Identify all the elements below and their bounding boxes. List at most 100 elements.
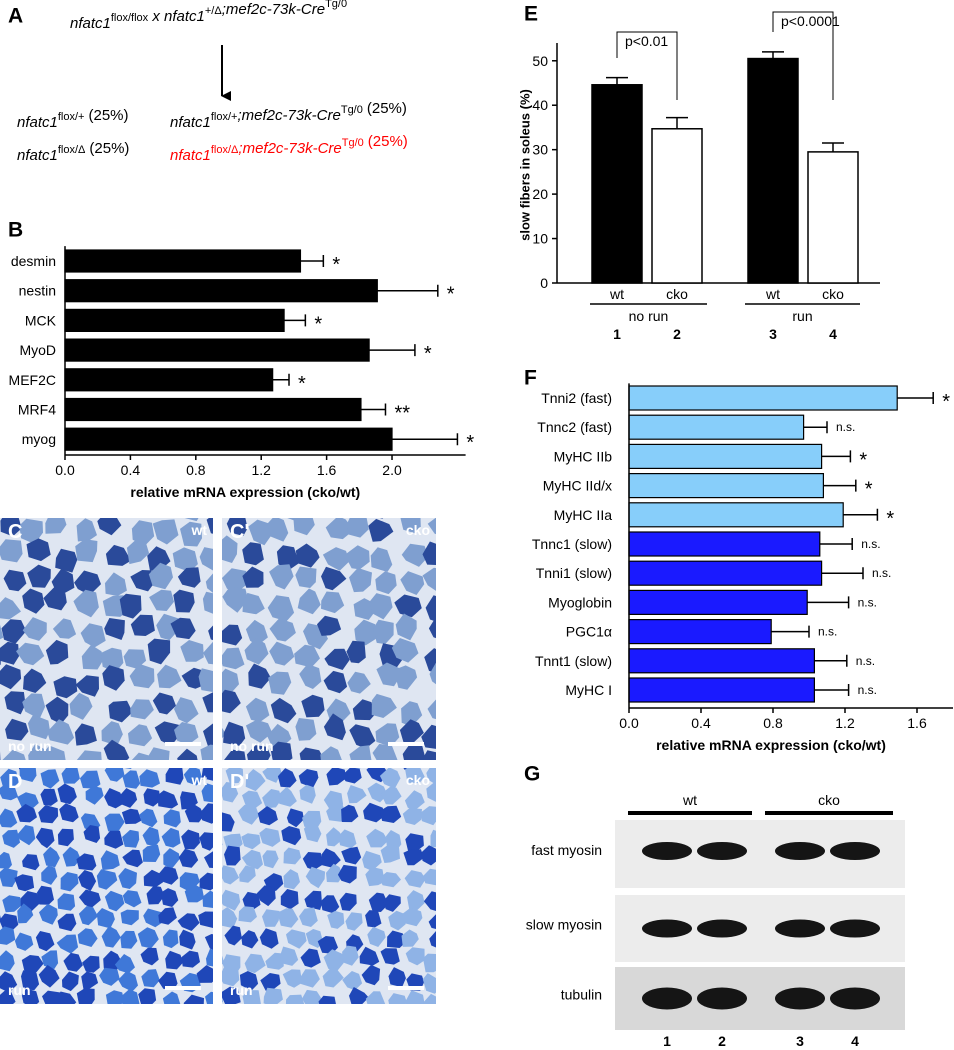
fiber bbox=[82, 955, 100, 973]
fiber bbox=[403, 849, 424, 866]
condition-label: run bbox=[230, 982, 253, 998]
category-label: Tnnt1 (slow) bbox=[535, 653, 612, 669]
fiber bbox=[257, 806, 278, 826]
micrograph-label: C bbox=[8, 521, 22, 543]
fiber bbox=[40, 788, 58, 806]
blot-band bbox=[697, 919, 747, 938]
fiber bbox=[368, 892, 389, 912]
fiber bbox=[177, 913, 200, 931]
micrograph bbox=[222, 493, 474, 771]
fiber bbox=[299, 907, 318, 927]
error-bar bbox=[272, 373, 290, 386]
fiber bbox=[349, 745, 372, 760]
bar bbox=[64, 397, 362, 422]
fiber bbox=[394, 594, 422, 618]
significance-bracket bbox=[772, 11, 834, 100]
error-bar bbox=[369, 344, 416, 357]
significance-label: n.s. bbox=[861, 537, 880, 551]
fiber bbox=[326, 863, 343, 883]
blot-row-label: fast myosin bbox=[531, 842, 602, 858]
fiber bbox=[303, 822, 322, 843]
fiber bbox=[198, 668, 213, 692]
fiber bbox=[57, 893, 76, 911]
fiber bbox=[222, 782, 239, 803]
fiber bbox=[57, 783, 77, 805]
fiber bbox=[280, 889, 299, 910]
fiber bbox=[206, 518, 213, 534]
fiber bbox=[183, 994, 204, 1004]
error-bar bbox=[843, 508, 879, 521]
group-label: run bbox=[792, 308, 812, 324]
fiber bbox=[267, 518, 289, 542]
fiber bbox=[222, 986, 241, 1004]
fiber bbox=[78, 870, 97, 891]
fiber bbox=[63, 952, 83, 972]
fiber bbox=[265, 952, 284, 970]
fiber bbox=[162, 929, 179, 949]
fiber bbox=[452, 696, 474, 718]
fiber bbox=[123, 649, 147, 669]
significance-label: * bbox=[859, 449, 867, 471]
fiber bbox=[429, 493, 454, 515]
fiber bbox=[298, 769, 319, 788]
genotype-part: nfatc1 bbox=[17, 114, 58, 131]
lane-number: 2 bbox=[718, 1033, 726, 1049]
fiber bbox=[200, 744, 213, 760]
fiber bbox=[140, 1014, 158, 1033]
x-tick-label: 0.0 bbox=[55, 462, 75, 478]
blot-band bbox=[830, 919, 880, 938]
fiber bbox=[321, 591, 345, 614]
fiber bbox=[85, 786, 104, 805]
genotype-part: x nfatc1 bbox=[148, 8, 205, 25]
fiber bbox=[202, 890, 213, 908]
fiber bbox=[139, 808, 158, 828]
fiber bbox=[443, 747, 467, 771]
fiber bbox=[245, 719, 273, 743]
fiber bbox=[365, 991, 386, 1004]
fiber bbox=[285, 994, 305, 1004]
significance-label: * bbox=[886, 508, 894, 530]
fiber bbox=[402, 1010, 419, 1030]
fiber bbox=[161, 827, 181, 848]
micrograph bbox=[196, 749, 462, 1035]
fiber bbox=[101, 925, 121, 948]
fiber bbox=[295, 543, 320, 568]
error-bar bbox=[762, 51, 784, 59]
fiber bbox=[99, 967, 120, 986]
fiber bbox=[157, 790, 179, 809]
fiber bbox=[73, 491, 95, 516]
fiber bbox=[42, 1014, 61, 1034]
fiber bbox=[279, 946, 299, 966]
fiber bbox=[128, 724, 153, 747]
fiber bbox=[286, 808, 304, 828]
fiber bbox=[0, 624, 4, 640]
fiber bbox=[286, 929, 307, 949]
fiber bbox=[428, 914, 436, 929]
p-value: p<0.0001 bbox=[781, 13, 840, 29]
fiber bbox=[196, 1018, 218, 1035]
error-bar bbox=[807, 596, 850, 609]
fiber bbox=[124, 768, 132, 769]
genotype-superscript: Tg/0 bbox=[325, 0, 347, 10]
fiber bbox=[201, 768, 213, 781]
fiber bbox=[405, 833, 424, 852]
fiber bbox=[404, 790, 425, 811]
fiber bbox=[0, 664, 22, 690]
fiber bbox=[38, 805, 59, 824]
fiber bbox=[245, 619, 268, 646]
fiber bbox=[96, 869, 118, 890]
fiber bbox=[184, 518, 199, 522]
fiber bbox=[299, 663, 322, 689]
fiber bbox=[0, 950, 15, 972]
genotype-superscript: flox/+ bbox=[58, 111, 85, 123]
fiber bbox=[39, 903, 58, 925]
fiber bbox=[302, 810, 322, 829]
fiber bbox=[367, 926, 386, 947]
fiber bbox=[45, 639, 69, 665]
fiber bbox=[51, 491, 76, 512]
error-bar bbox=[822, 142, 844, 152]
fiber bbox=[174, 722, 199, 745]
fiber bbox=[426, 768, 436, 785]
fiber bbox=[239, 865, 256, 883]
fiber bbox=[443, 749, 462, 766]
